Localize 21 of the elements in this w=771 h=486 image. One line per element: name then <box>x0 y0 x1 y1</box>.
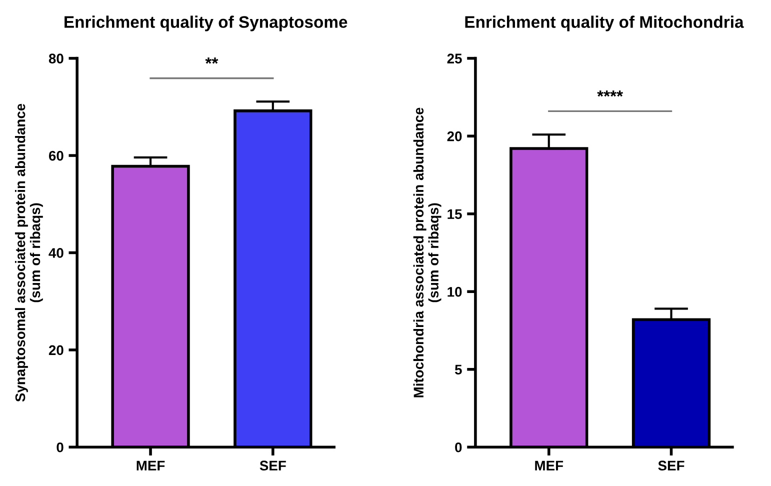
y-tick-label: 60 <box>48 150 64 161</box>
y-tick-label: 15 <box>448 209 462 220</box>
y-tick-label: 0 <box>56 442 64 452</box>
y-axis-title: Mitochondria associated protein abundance (sum of ribaqs) <box>413 108 442 398</box>
y-tick-label: 0 <box>455 442 462 452</box>
chart-title: Enrichment quality of Synaptosome <box>64 16 348 32</box>
y-axis-title: Synaptosomal associated protein abundance (sum of ribaqs) <box>14 104 43 402</box>
y-tick-label: 40 <box>48 248 64 258</box>
y-tick-label: 25 <box>447 54 462 64</box>
annotation: ** <box>205 57 218 64</box>
y-tick-label: 80 <box>48 54 64 64</box>
x-tick-label: SEF <box>658 460 684 471</box>
x-tick-label: MEF <box>535 460 564 470</box>
annotation: **** <box>597 90 624 97</box>
chart-title: Enrichment quality of Mitochondria <box>465 16 744 32</box>
y-tick-label: 20 <box>48 345 64 356</box>
x-tick-label: SEF <box>260 460 286 471</box>
y-tick-label: 20 <box>447 131 462 142</box>
x-tick-label: MEF <box>136 460 165 470</box>
y-tick-label: 5 <box>454 364 462 375</box>
y-tick-label: 10 <box>448 286 462 297</box>
